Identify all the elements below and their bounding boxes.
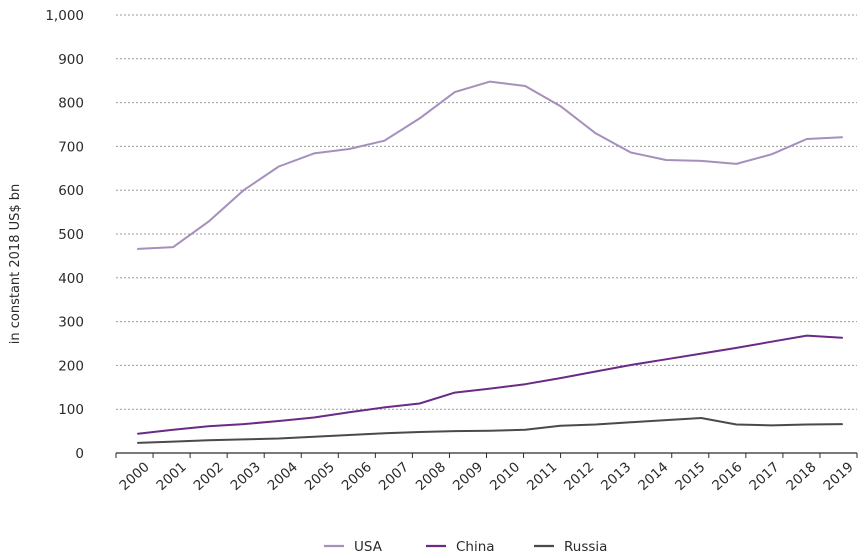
x-tick-label: 2015 <box>672 459 708 494</box>
y-tick-label: 900 <box>58 52 84 68</box>
y-axis-ticks: 0 100 200 300 400 500 600 700 800 900 1,000 <box>45 8 84 462</box>
x-tick-label: 2010 <box>487 459 523 494</box>
x-tick-label: 2011 <box>524 459 560 494</box>
x-tick-label: 2012 <box>561 459 597 494</box>
series-line-russia <box>137 417 843 444</box>
x-tick-label: 2000 <box>116 459 152 494</box>
x-tick-label: 2014 <box>635 459 671 494</box>
x-axis-tick-marks <box>115 453 858 458</box>
x-tick-label: 2001 <box>153 459 189 494</box>
y-tick-label: 200 <box>58 358 84 374</box>
x-tick-label: 2016 <box>709 459 745 494</box>
y-tick-label: 400 <box>58 271 84 287</box>
y-tick-label: 700 <box>58 139 84 155</box>
x-tick-label: 2007 <box>376 459 412 494</box>
x-tick-label: 2004 <box>265 459 301 494</box>
y-tick-label: 500 <box>58 227 84 243</box>
y-tick-label: 800 <box>58 96 84 112</box>
x-tick-label: 2009 <box>450 459 486 494</box>
x-tick-label: 2017 <box>746 459 782 494</box>
legend-label-china: China <box>456 539 495 555</box>
legend-label-russia: Russia <box>564 539 607 555</box>
x-tick-label: 2002 <box>191 459 227 494</box>
x-tick-label: 2008 <box>413 459 449 494</box>
y-axis-label: in constant 2018 US$ bn <box>8 184 23 345</box>
y-tick-label: 300 <box>58 315 84 331</box>
grid-lines <box>116 14 857 410</box>
series-line-usa <box>137 80 843 250</box>
legend-label-usa: USA <box>354 539 383 555</box>
x-axis-ticks: 2000 2001 2002 2003 2004 2005 2006 2007 2008 2009… <box>116 459 856 494</box>
x-tick-label: 2003 <box>228 459 264 494</box>
y-tick-label: 600 <box>58 183 84 199</box>
legend: USA China Russia <box>324 539 607 555</box>
y-tick-label: 1,000 <box>45 8 84 24</box>
series-lines <box>137 80 843 444</box>
x-tick-label: 2018 <box>783 459 819 494</box>
x-tick-label: 2006 <box>339 459 375 494</box>
x-tick-label: 2013 <box>598 459 634 494</box>
y-tick-label: 0 <box>75 446 84 462</box>
y-tick-label: 100 <box>58 402 84 418</box>
x-tick-label: 2019 <box>820 459 856 494</box>
series-line-china <box>137 334 843 435</box>
x-tick-label: 2005 <box>302 459 338 494</box>
